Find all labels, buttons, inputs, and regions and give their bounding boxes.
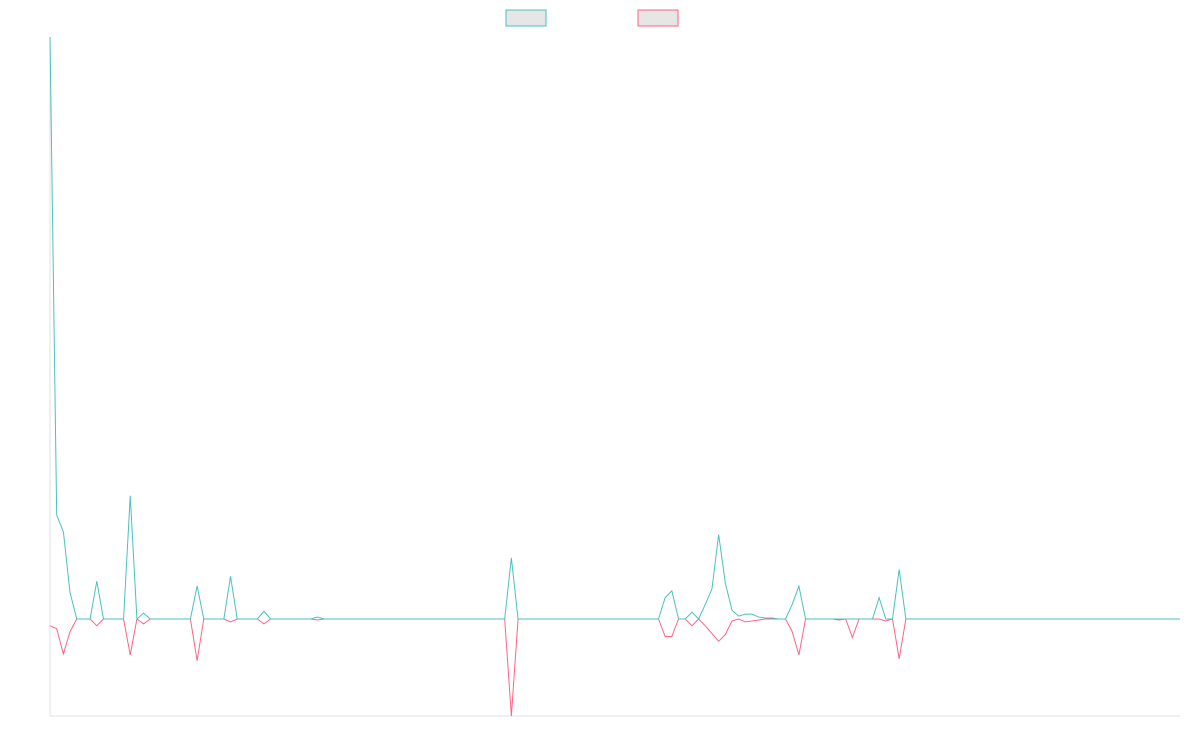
series-line [49,36,1180,621]
legend-swatch [637,9,679,27]
series-line [49,618,1180,717]
legend-swatch [505,9,547,27]
